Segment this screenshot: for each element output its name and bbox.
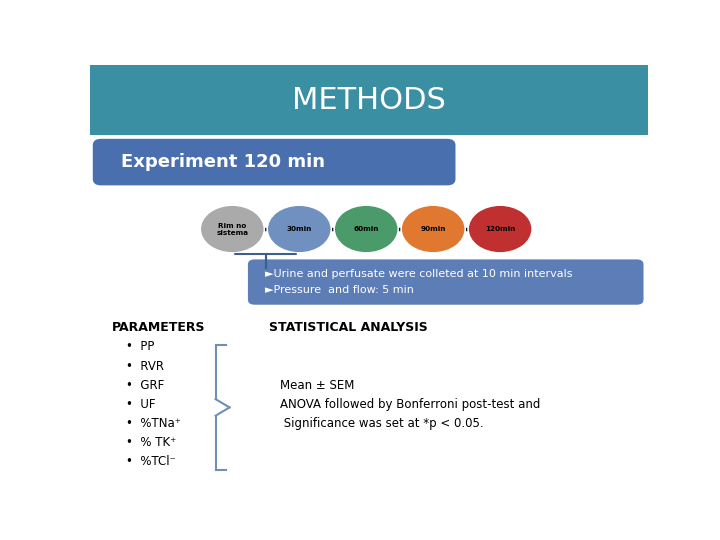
Text: METHODS: METHODS: [292, 86, 446, 114]
FancyBboxPatch shape: [90, 65, 648, 136]
Ellipse shape: [468, 205, 532, 253]
Text: PARAMETERS: PARAMETERS: [112, 321, 206, 334]
Text: Significance was set at *p < 0.05.: Significance was set at *p < 0.05.: [280, 417, 483, 430]
Text: ►Urine and perfusate were colleted at 10 min intervals: ►Urine and perfusate were colleted at 10…: [265, 269, 572, 279]
Ellipse shape: [334, 205, 398, 253]
Text: STATISTICAL ANALYSIS: STATISTICAL ANALYSIS: [269, 321, 427, 334]
Text: 120min: 120min: [485, 226, 516, 232]
Ellipse shape: [200, 205, 264, 253]
Text: •  %TNa⁺: • %TNa⁺: [126, 417, 181, 430]
Ellipse shape: [267, 205, 331, 253]
Text: •  %TCl⁻: • %TCl⁻: [126, 455, 176, 468]
Text: ►Pressure  and flow: 5 min: ►Pressure and flow: 5 min: [265, 285, 413, 295]
Text: •  RVR: • RVR: [126, 360, 164, 373]
Text: •  UF: • UF: [126, 398, 156, 411]
FancyBboxPatch shape: [248, 259, 644, 305]
Text: Experiment 120 min: Experiment 120 min: [121, 153, 325, 171]
Text: •  % TK⁺: • % TK⁺: [126, 436, 176, 449]
Text: 90min: 90min: [420, 226, 446, 232]
Text: ANOVA followed by Bonferroni post-test and: ANOVA followed by Bonferroni post-test a…: [280, 398, 540, 411]
FancyBboxPatch shape: [93, 139, 456, 185]
Text: 60min: 60min: [354, 226, 379, 232]
Text: 30min: 30min: [287, 226, 312, 232]
Text: •  PP: • PP: [126, 341, 155, 354]
Text: Rim no
sistema: Rim no sistema: [216, 222, 248, 235]
Text: Mean ± SEM: Mean ± SEM: [280, 379, 354, 392]
Text: •  GRF: • GRF: [126, 379, 165, 392]
Ellipse shape: [401, 205, 465, 253]
